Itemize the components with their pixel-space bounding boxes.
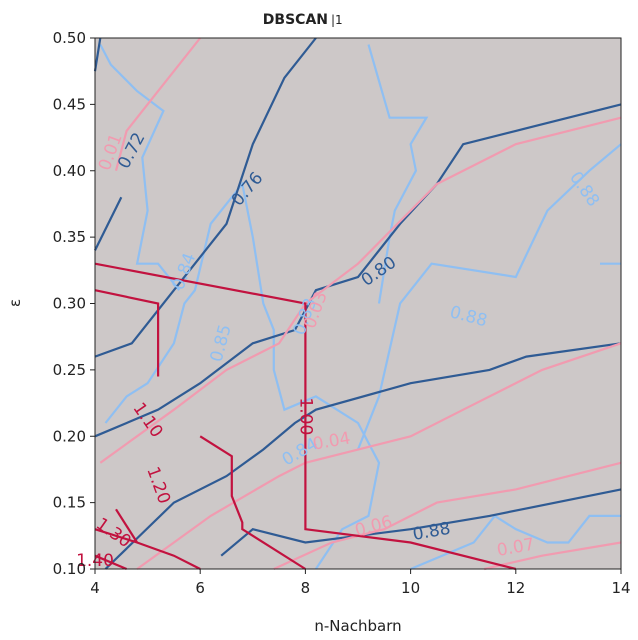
- title-suffix: |1: [331, 13, 343, 27]
- contour-line-dark-blue-contours-1: [94, 196, 123, 251]
- x-tick-label-2: 8: [301, 579, 311, 597]
- contour-label-11: 1.00: [295, 397, 315, 435]
- x-tick-label-4: 12: [506, 579, 525, 597]
- contour-line-light-blue-contours-3: [367, 44, 429, 304]
- contour-line-crimson-contours-5: [115, 508, 139, 544]
- y-tick-label-8: 0.50: [53, 29, 86, 47]
- contour-lines: [93, 37, 622, 571]
- contour-line-dark-blue-contours-3: [94, 103, 622, 438]
- contour-line-crimson-contours-0: [94, 262, 517, 571]
- x-axis: 4 6 8 10 12 14: [90, 569, 631, 597]
- chart-title: DBSCAN |1: [263, 12, 343, 28]
- contour-line-pink-contours-3: [273, 461, 622, 571]
- y-tick-label-5: 0.35: [53, 228, 86, 246]
- y-tick-label-6: 0.40: [53, 162, 86, 180]
- contour-line-light-blue-contours-2: [356, 143, 622, 450]
- y-tick-label-1: 0.15: [53, 494, 86, 512]
- x-tick-label-0: 4: [90, 579, 100, 597]
- y-tick-label-7: 0.45: [53, 95, 86, 113]
- contour-line-crimson-contours-1: [94, 289, 160, 377]
- title-text: DBSCAN: [263, 12, 328, 28]
- y-tick-label-2: 0.20: [53, 427, 86, 445]
- y-tick-label-4: 0.30: [53, 295, 86, 313]
- contour-line-light-blue-contours-6: [410, 515, 496, 571]
- contour-line-crimson-contours-4: [94, 554, 128, 571]
- y-axis-label: ε: [6, 299, 24, 307]
- contour-line-pink-contours-4: [483, 541, 622, 571]
- contour-line-pink-contours-1: [99, 116, 622, 464]
- plot-background: [95, 38, 621, 569]
- x-tick-label-1: 6: [195, 579, 205, 597]
- contour-line-pink-contours-0: [114, 37, 202, 171]
- contour-line-dark-blue-contours-2: [94, 37, 317, 358]
- y-axis: 0.10 0.15 0.20 0.25 0.30 0.35 0.40 0.45 0.50: [53, 29, 95, 578]
- x-tick-label-5: 14: [611, 579, 630, 597]
- x-axis-label: n-Nachbarn: [314, 617, 401, 635]
- contour-line-crimson-contours-2: [199, 435, 306, 570]
- x-tick-label-3: 10: [401, 579, 420, 597]
- contour-line-crimson-contours-3: [94, 528, 201, 570]
- contour-line-light-blue-contours-1: [104, 181, 381, 570]
- y-tick-label-0: 0.10: [53, 560, 86, 578]
- y-tick-label-3: 0.25: [53, 361, 86, 379]
- contour-line-light-blue-contours-0: [99, 44, 181, 291]
- contour-line-light-blue-contours-4: [494, 514, 621, 544]
- contour-line-dark-blue-contours-0: [93, 37, 102, 72]
